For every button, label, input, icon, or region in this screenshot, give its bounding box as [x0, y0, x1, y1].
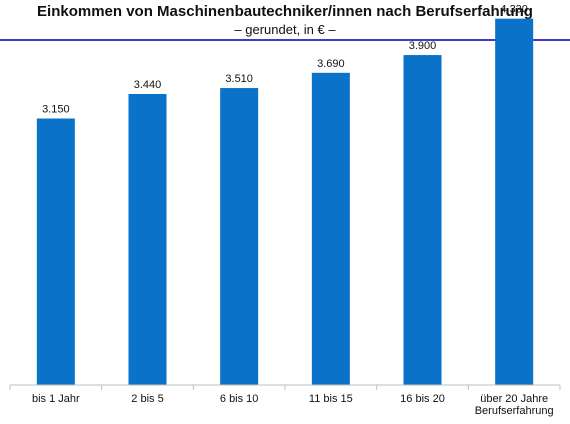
category-label: bis 1 Jahr	[32, 393, 80, 405]
chart-subtitle: – gerundet, in € –	[234, 22, 336, 37]
value-label-group: 3.150 3.440 3.510 3.690 3.900 4.330	[42, 4, 528, 116]
category-label: Berufserfahrung	[475, 405, 554, 417]
value-label: 3.440	[134, 79, 162, 91]
category-label-group: bis 1 Jahr 2 bis 5 6 bis 10 11 bis 15 16 bis…	[32, 393, 554, 417]
bar	[403, 55, 442, 386]
value-label: 4.330	[500, 4, 528, 16]
category-label: über 20 Jahre	[480, 393, 548, 405]
bar	[36, 118, 75, 385]
category-label: 16 bis 20	[400, 393, 445, 405]
value-label: 3.510	[225, 73, 253, 85]
category-label: 11 bis 15	[309, 393, 353, 405]
chart-title: Einkommen von Maschinenbautechniker/inne…	[37, 3, 533, 20]
value-label: 3.690	[317, 58, 345, 70]
bar	[311, 72, 350, 386]
bar	[495, 18, 534, 385]
bar	[128, 93, 167, 385]
x-axis-tick-group	[9, 385, 561, 390]
value-label: 3.900	[409, 40, 437, 52]
bar-group	[36, 18, 534, 386]
bar	[220, 88, 259, 385]
title-divider	[0, 39, 570, 41]
category-label: 2 bis 5	[131, 393, 163, 405]
category-label: 6 bis 10	[220, 393, 259, 405]
value-label: 3.150	[42, 104, 70, 116]
